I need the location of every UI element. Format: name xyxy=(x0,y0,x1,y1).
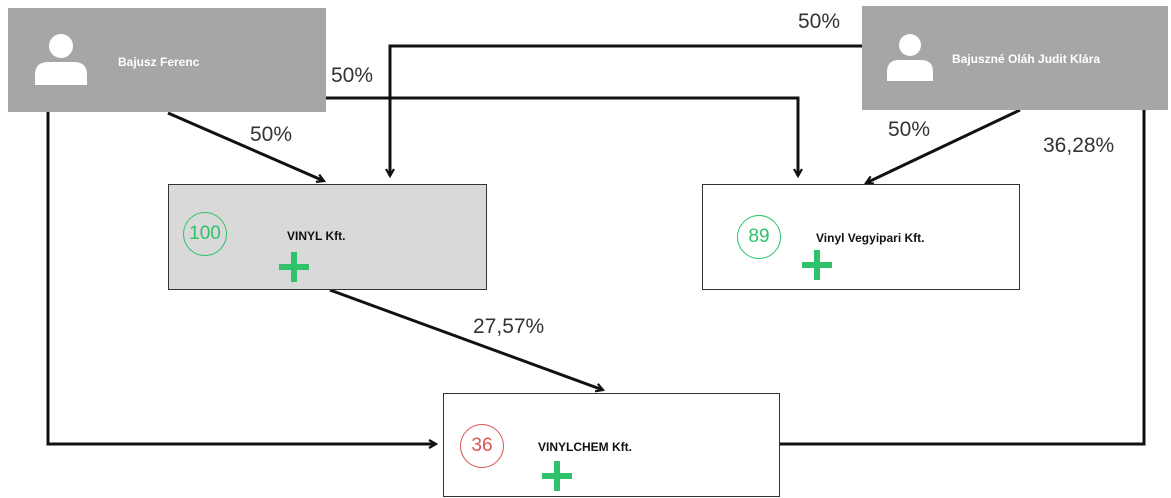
company-name: VINYLCHEM Kft. xyxy=(538,440,632,454)
risk-score-badge: 89 xyxy=(737,215,781,259)
ownership-label-ferenc-vegyipari: 50% xyxy=(331,64,374,87)
ownership-label-judit-vegyipari: 50% xyxy=(888,118,931,141)
person-name: Bajuszné Oláh Judit Klára xyxy=(952,52,1101,66)
ownership-label-judit-vinyl: 50% xyxy=(798,10,841,33)
plus-icon[interactable] xyxy=(540,459,574,498)
risk-score-badge: 36 xyxy=(460,424,504,468)
arrow-judit-to-vinyl xyxy=(390,44,862,176)
risk-score-badge: 100 xyxy=(183,212,227,256)
user-icon xyxy=(32,33,90,90)
company-node-vinylchem-kft[interactable]: 36 VINYLCHEM Kft. xyxy=(443,393,780,497)
person-node-bajuszne-olah-judit-klara[interactable]: Bajuszné Oláh Judit Klára xyxy=(862,6,1168,110)
ownership-label-vinyl-vinylchem: 27,57% xyxy=(473,315,545,338)
company-node-vinyl-vegyipari-kft[interactable]: 89 Vinyl Vegyipari Kft. xyxy=(702,184,1020,290)
person-name: Bajusz Ferenc xyxy=(118,55,200,69)
company-name: Vinyl Vegyipari Kft. xyxy=(816,231,925,245)
arrow-ferenc-to-vinylchem xyxy=(46,112,436,444)
arrow-judit-to-vinylchem xyxy=(768,110,1146,444)
arrow-ferenc-to-vinyl xyxy=(167,111,324,181)
arrow-judit-to-vegyipari xyxy=(866,108,1021,183)
company-node-vinyl-kft[interactable]: 100 VINYL Kft. xyxy=(168,184,487,290)
company-name: VINYL Kft. xyxy=(287,229,346,243)
ownership-label-ferenc-vinyl: 50% xyxy=(250,123,293,146)
plus-icon[interactable] xyxy=(800,248,834,287)
person-node-bajusz-ferenc[interactable]: Bajusz Ferenc xyxy=(8,8,326,112)
user-icon xyxy=(884,33,936,86)
ownership-label-judit-vinylchem: 36,28% xyxy=(1043,134,1115,157)
plus-icon[interactable] xyxy=(277,250,311,289)
arrow-ferenc-to-vegyipari xyxy=(326,96,798,176)
arrow-vinyl-to-vinylchem xyxy=(329,288,603,390)
